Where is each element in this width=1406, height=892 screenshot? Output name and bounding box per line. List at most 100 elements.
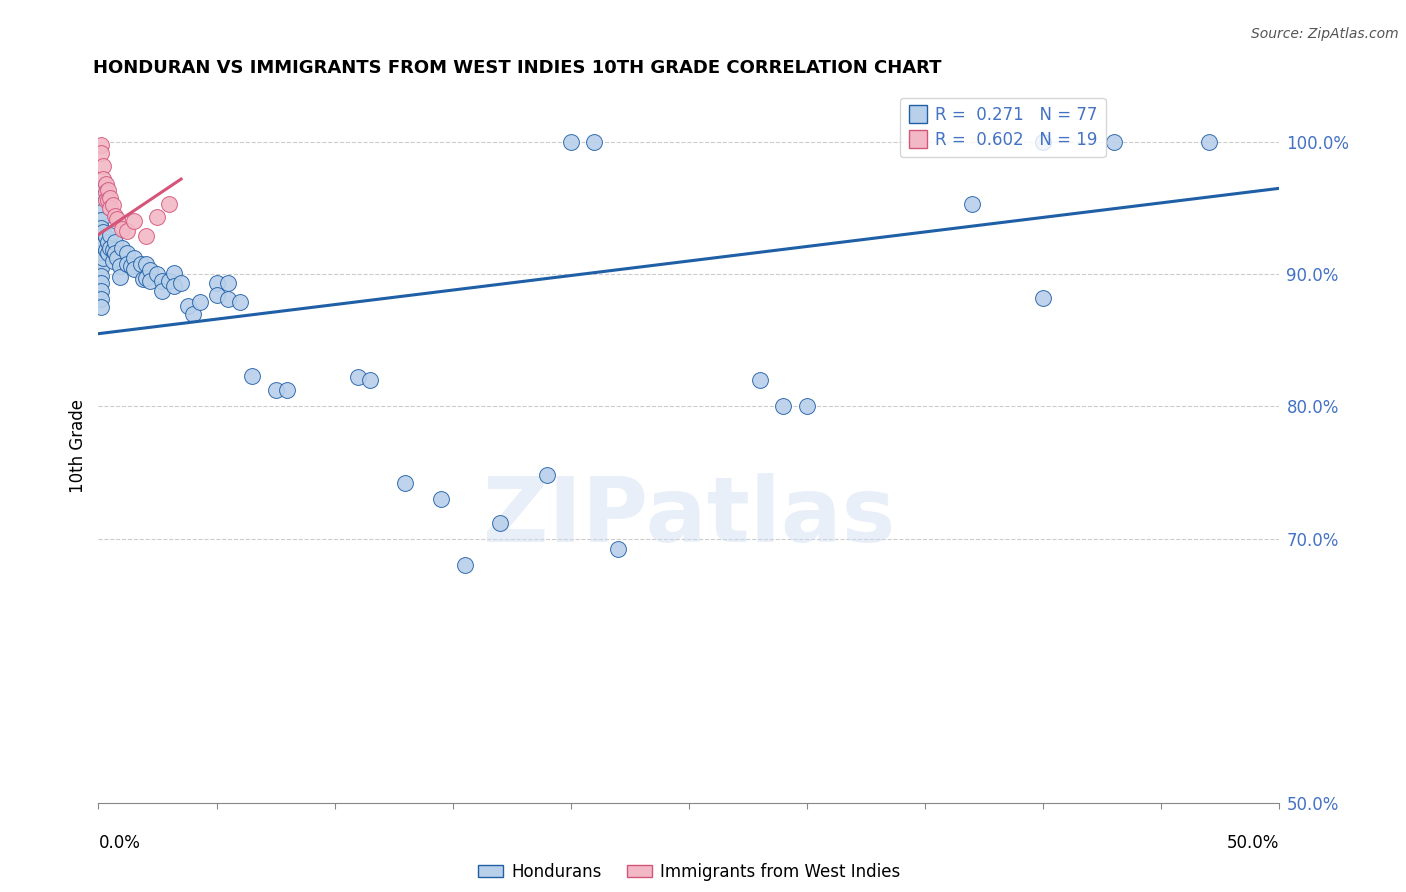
Point xyxy=(115,257,138,271)
Point xyxy=(264,384,287,398)
Point xyxy=(150,274,173,288)
Point xyxy=(430,491,453,506)
Point xyxy=(796,400,818,414)
Point xyxy=(105,211,128,226)
Point xyxy=(104,209,127,223)
Text: ZIPatlas: ZIPatlas xyxy=(482,474,896,561)
Point xyxy=(97,246,120,260)
Point xyxy=(90,213,112,227)
Point xyxy=(94,178,117,192)
Point xyxy=(94,244,117,258)
Point xyxy=(122,261,145,276)
Point xyxy=(98,201,121,215)
Point xyxy=(359,373,381,387)
Point xyxy=(1102,135,1125,149)
Point xyxy=(772,400,794,414)
Text: HONDURAN VS IMMIGRANTS FROM WEST INDIES 10TH GRADE CORRELATION CHART: HONDURAN VS IMMIGRANTS FROM WEST INDIES … xyxy=(93,59,941,77)
Point xyxy=(97,183,120,197)
Point xyxy=(90,236,112,251)
Point xyxy=(91,225,114,239)
Point xyxy=(90,221,112,235)
Point xyxy=(583,135,606,149)
Point xyxy=(1032,135,1054,149)
Text: Source: ZipAtlas.com: Source: ZipAtlas.com xyxy=(1251,27,1399,41)
Point xyxy=(560,135,582,149)
Point xyxy=(90,252,112,267)
Point xyxy=(111,222,134,236)
Point xyxy=(98,227,121,242)
Point xyxy=(177,299,200,313)
Point xyxy=(91,252,114,266)
Point xyxy=(90,190,112,204)
Point xyxy=(188,295,211,310)
Point xyxy=(748,373,770,387)
Point xyxy=(150,285,173,299)
Point xyxy=(536,468,558,483)
Point xyxy=(94,193,117,207)
Point xyxy=(129,257,152,271)
Point xyxy=(135,257,157,271)
Point xyxy=(90,293,112,307)
Point xyxy=(90,244,112,259)
Y-axis label: 10th Grade: 10th Grade xyxy=(69,399,87,493)
Point xyxy=(90,277,112,291)
Point xyxy=(229,295,252,310)
Point xyxy=(94,186,117,200)
Point xyxy=(101,254,124,268)
Point xyxy=(108,260,131,274)
Point xyxy=(90,181,112,195)
Point xyxy=(453,558,475,572)
Point xyxy=(90,228,112,243)
Point xyxy=(132,272,155,286)
Point xyxy=(205,277,228,291)
Point xyxy=(90,268,112,283)
Point xyxy=(98,190,121,204)
Point xyxy=(217,293,239,307)
Point xyxy=(394,475,416,490)
Point xyxy=(105,252,128,266)
Point xyxy=(122,214,145,228)
Point xyxy=(90,145,112,160)
Point xyxy=(115,224,138,238)
Point xyxy=(217,277,239,291)
Point xyxy=(146,267,169,281)
Point xyxy=(97,235,120,250)
Point xyxy=(157,197,180,211)
Point xyxy=(181,307,204,321)
Point xyxy=(90,300,112,314)
Point xyxy=(1198,135,1220,149)
Point xyxy=(170,277,193,291)
Point xyxy=(157,274,180,288)
Point xyxy=(962,197,984,211)
Point xyxy=(122,252,145,266)
Point xyxy=(135,228,157,243)
Point xyxy=(139,263,162,277)
Point xyxy=(90,205,112,219)
Point xyxy=(90,260,112,275)
Point xyxy=(111,241,134,255)
Point xyxy=(276,384,298,398)
Point xyxy=(101,244,124,258)
Point xyxy=(163,266,186,280)
Text: 0.0%: 0.0% xyxy=(98,834,141,852)
Point xyxy=(101,198,124,212)
Point xyxy=(91,159,114,173)
Point xyxy=(91,172,114,186)
Point xyxy=(90,285,112,299)
Point xyxy=(108,269,131,284)
Point xyxy=(115,246,138,260)
Point xyxy=(347,370,370,384)
Point xyxy=(90,137,112,152)
Point xyxy=(1032,291,1054,305)
Point xyxy=(146,211,169,225)
Point xyxy=(104,246,127,260)
Point xyxy=(139,274,162,288)
Point xyxy=(205,288,228,302)
Point xyxy=(90,198,112,212)
Point xyxy=(121,260,143,274)
Point xyxy=(240,368,263,383)
Point xyxy=(94,230,117,244)
Text: 50.0%: 50.0% xyxy=(1227,834,1279,852)
Point xyxy=(97,193,120,207)
Point xyxy=(163,279,186,293)
